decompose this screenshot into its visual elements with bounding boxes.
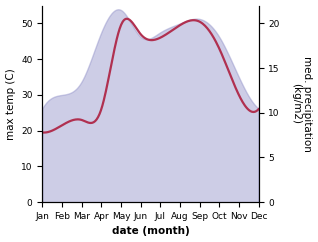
X-axis label: date (month): date (month): [112, 227, 189, 236]
Y-axis label: med. precipitation
(kg/m2): med. precipitation (kg/m2): [291, 56, 313, 152]
Y-axis label: max temp (C): max temp (C): [5, 68, 16, 140]
